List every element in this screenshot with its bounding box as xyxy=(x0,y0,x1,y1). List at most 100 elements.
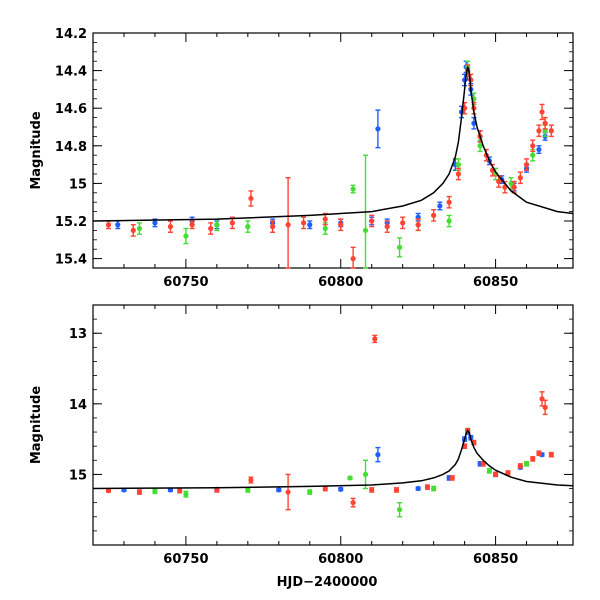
data-point xyxy=(424,484,431,490)
data-point xyxy=(523,162,530,168)
data-point xyxy=(415,485,421,492)
x-tick-label: 60800 xyxy=(318,552,363,567)
data-point xyxy=(369,487,375,493)
model-curve xyxy=(92,66,574,222)
data-point xyxy=(375,126,381,132)
y-tick-label: 14.6 xyxy=(55,102,87,117)
data-point xyxy=(517,175,523,181)
data-point xyxy=(542,120,548,126)
data-point xyxy=(400,220,406,226)
data-point xyxy=(136,489,143,495)
data-point xyxy=(285,489,291,495)
data-point xyxy=(455,171,462,177)
data-point xyxy=(455,162,462,168)
data-point xyxy=(229,220,235,226)
x-tick-label: 60800 xyxy=(318,275,363,290)
data-point xyxy=(130,227,136,233)
data-point xyxy=(167,224,174,230)
data-point xyxy=(396,507,403,513)
data-point xyxy=(449,475,455,481)
y-tick-label: 14.2 xyxy=(55,27,87,42)
y-tick-label: 13 xyxy=(69,327,87,342)
data-point xyxy=(347,475,353,481)
y-tick-label: 15 xyxy=(69,468,87,483)
data-point xyxy=(542,404,548,410)
data-point xyxy=(183,233,189,239)
data-point xyxy=(396,244,403,250)
data-point xyxy=(322,485,328,492)
data-point xyxy=(505,470,511,476)
data-point xyxy=(536,128,542,134)
bottom-panel: 60750 60800 60850 13 14 15 Magnitude xyxy=(29,304,574,567)
data-point xyxy=(152,220,158,226)
y-tick-label: 14 xyxy=(69,398,87,413)
data-point xyxy=(431,485,437,492)
data-point xyxy=(536,146,542,153)
data-point xyxy=(539,109,545,115)
data-point xyxy=(362,471,369,478)
data-point xyxy=(415,222,421,228)
data-point xyxy=(530,152,536,158)
data-point xyxy=(530,143,536,149)
y-tick-label: 15.4 xyxy=(55,253,87,268)
data-point xyxy=(523,461,530,467)
data-point xyxy=(375,452,381,458)
data-point xyxy=(536,450,542,456)
data-point xyxy=(530,456,536,462)
data-point xyxy=(177,488,183,494)
data-point xyxy=(446,199,452,205)
data-point xyxy=(136,225,143,232)
data-point xyxy=(437,203,443,209)
data-point xyxy=(350,186,356,192)
data-point xyxy=(369,218,375,224)
data-point xyxy=(393,487,400,493)
y-axis-title: Magnitude xyxy=(29,111,44,190)
data-point xyxy=(384,224,390,230)
data-point xyxy=(183,491,189,497)
data-point xyxy=(214,222,220,228)
data-point xyxy=(496,178,502,185)
data-point xyxy=(338,486,344,492)
y-axis-title: Magnitude xyxy=(29,386,44,465)
data-point xyxy=(208,225,214,232)
data-point xyxy=(245,487,251,493)
data-point xyxy=(322,216,328,222)
data-point xyxy=(152,488,158,494)
top-panel: 60750 60800 60850 14.2 14.4 14.6 14.8 15 15.2 15.… xyxy=(29,27,574,290)
data-point xyxy=(307,489,313,495)
data-point xyxy=(338,222,344,228)
data-point xyxy=(307,222,313,228)
data-point xyxy=(492,471,499,478)
data-point xyxy=(322,225,328,232)
data-point xyxy=(362,227,369,233)
data-point xyxy=(372,336,378,342)
data-point xyxy=(270,224,276,230)
data-point xyxy=(477,143,483,149)
x-tick-label: 60750 xyxy=(163,275,208,290)
data-point xyxy=(276,487,282,493)
data-point xyxy=(189,222,195,228)
data-point xyxy=(431,212,437,218)
plot-frame xyxy=(92,304,574,546)
data-point xyxy=(105,488,112,494)
data-point xyxy=(214,487,220,493)
y-tick-label: 14.8 xyxy=(55,140,87,155)
x-axis-title: HJD−2400000 xyxy=(277,575,378,590)
data-point xyxy=(248,195,254,202)
data-point xyxy=(248,477,254,483)
model-curve xyxy=(92,429,574,490)
data-point xyxy=(486,468,492,474)
data-point xyxy=(446,218,452,224)
x-tick-label: 60850 xyxy=(473,275,518,290)
data-point xyxy=(350,256,356,262)
data-point xyxy=(511,184,517,190)
x-tick-label: 60750 xyxy=(163,552,208,567)
data-point xyxy=(350,500,356,506)
data-point xyxy=(548,128,554,134)
data-point xyxy=(517,463,523,469)
data-point xyxy=(480,461,486,467)
data-point xyxy=(105,222,112,228)
data-point xyxy=(300,220,307,226)
data-point xyxy=(245,224,251,230)
